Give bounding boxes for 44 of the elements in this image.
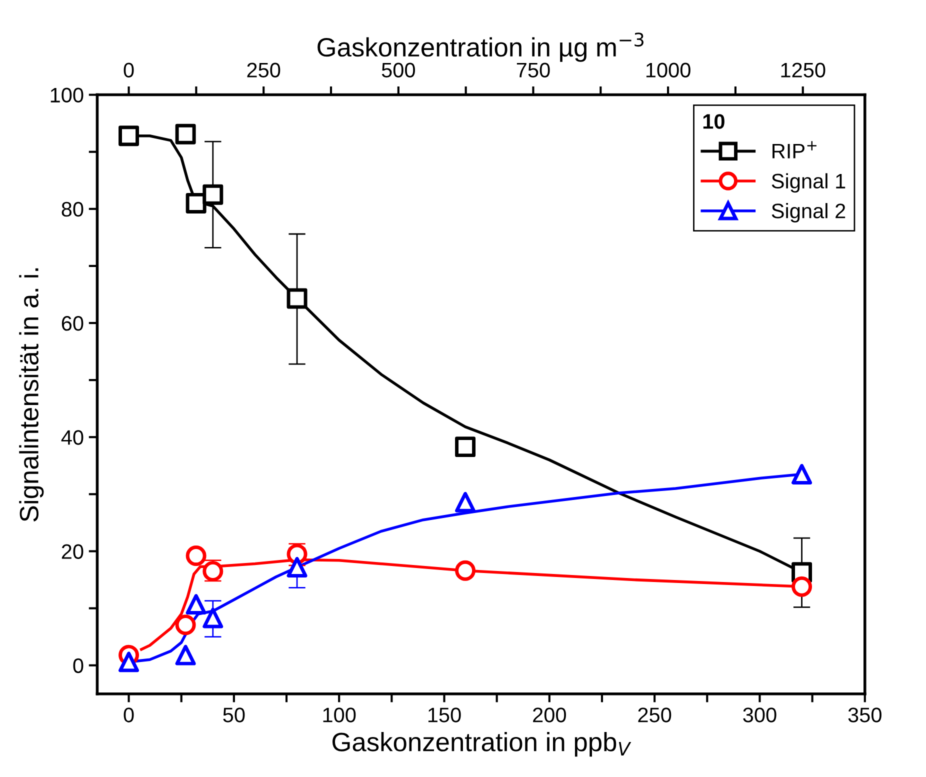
point (792, 464, 812, 484)
x-tick-label: 250 (638, 708, 672, 722)
y-tick-label: 80 (62, 202, 84, 217)
point (455, 436, 476, 458)
x-tick-label: 100 (323, 708, 356, 722)
point (792, 576, 812, 597)
x-tick-label: 150 (428, 708, 461, 722)
x2-tick-label: 500 (382, 62, 415, 78)
x-axis-title: Gaskonzentration in ppb$_{V}$ (332, 732, 632, 757)
x-tick-label: 0 (124, 708, 134, 722)
legend-label: Signal 2 (772, 203, 846, 222)
point (175, 124, 196, 144)
y-tick-label: 20 (62, 544, 84, 559)
x2-tick-label: 750 (516, 62, 550, 78)
x-tick-label: 200 (533, 708, 566, 722)
legend-label: RIP$^{+}$ (772, 141, 816, 158)
point (175, 614, 196, 636)
legend-title: 10 (703, 114, 724, 129)
point (186, 192, 206, 214)
point (455, 492, 476, 512)
point (118, 126, 140, 146)
point (286, 556, 308, 578)
y-tick-label: 40 (61, 430, 84, 445)
point (202, 608, 224, 628)
x2-axis-title: Gaskonzentration in µg m$^{−3}$ (318, 32, 644, 62)
y-axis-title: Signalintensität in a. i. (19, 268, 44, 522)
legend-label: Signal 1 (772, 173, 846, 193)
y-tick-label: 60 (62, 316, 84, 331)
y-tick-label: 0 (73, 658, 84, 674)
x2-tick-label: 250 (247, 62, 280, 78)
x2-tick-label: 1000 (646, 62, 690, 78)
y-tick-label: 100 (50, 88, 84, 103)
point (186, 546, 206, 566)
point (286, 288, 308, 309)
x-tick-label: 350 (848, 708, 882, 722)
x-tick-label: 300 (743, 708, 776, 722)
x2-tick-label: 0 (124, 62, 134, 78)
x2-tick-label: 1250 (781, 62, 826, 78)
point (118, 652, 140, 672)
point (186, 594, 206, 615)
point (175, 644, 196, 666)
point (455, 560, 476, 581)
x-tick-label: 50 (223, 708, 245, 722)
point (202, 184, 224, 205)
